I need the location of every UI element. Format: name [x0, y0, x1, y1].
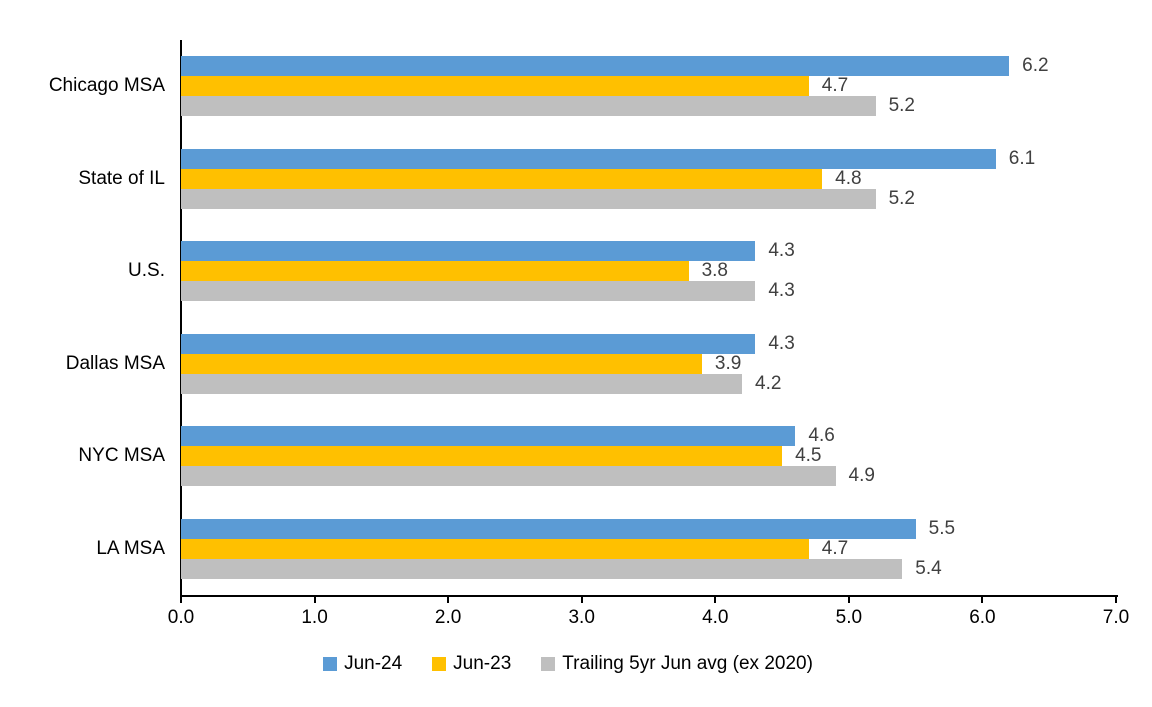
legend-swatch: [323, 657, 338, 671]
bar: [181, 538, 809, 559]
bar-value-label: 5.5: [928, 517, 956, 539]
x-axis-tick-label: 1.0: [301, 607, 328, 628]
bar: [181, 76, 809, 97]
legend-label: Jun-24: [344, 653, 403, 674]
bar-value-label: 4.7: [821, 537, 849, 559]
bar: [181, 446, 783, 467]
bar-value-label: 6.2: [1022, 55, 1049, 77]
x-axis-tick: [313, 597, 316, 603]
y-axis-line: [180, 40, 182, 602]
bar: [181, 148, 996, 169]
bar-value-label: 5.2: [888, 187, 915, 209]
bar-value-label: 4.9: [848, 465, 875, 487]
x-axis-tick-label: 0.0: [167, 607, 195, 628]
bar-value-label: 3.8: [701, 260, 728, 282]
bar-value-label: 4.3: [768, 332, 795, 354]
x-axis-tick-label: 6.0: [969, 607, 996, 628]
x-axis-tick: [447, 597, 450, 603]
bar: [181, 168, 823, 189]
bar-value-label: 3.9: [714, 352, 742, 374]
bar-value-label: 5.2: [888, 95, 915, 117]
category-label: U.S.: [128, 260, 165, 282]
legend-label: Jun-23: [453, 653, 512, 674]
x-axis-tick: [580, 597, 583, 603]
bar: [181, 333, 756, 354]
bar: [181, 373, 742, 394]
bar: [181, 426, 796, 447]
bar: [181, 56, 1010, 77]
x-axis-line: [180, 595, 1118, 597]
bar: [181, 466, 836, 487]
legend-item: Jun-24: [323, 652, 402, 676]
bar: [181, 241, 756, 262]
category-label: Dallas MSA: [65, 352, 165, 374]
bar: [181, 558, 903, 579]
bar: [181, 518, 916, 539]
bar-value-label: 4.8: [835, 167, 862, 189]
legend-label: Trailing 5yr Jun avg (ex 2020): [562, 653, 813, 674]
bar: [181, 261, 689, 282]
legend: Jun-24 Jun-23 Trailing 5yr Jun avg (ex 202…: [0, 652, 1136, 676]
legend-swatch: [541, 657, 556, 671]
bar-value-label: 4.3: [768, 280, 795, 302]
x-axis-tick: [714, 597, 717, 603]
x-axis-tick: [1115, 597, 1117, 603]
category-label: State of IL: [78, 167, 165, 189]
x-axis-tick: [981, 597, 984, 603]
category-label: LA MSA: [96, 537, 165, 559]
bar-value-label: 4.2: [755, 372, 782, 394]
bar: [181, 188, 876, 209]
bar-value-label: 4.6: [808, 425, 835, 447]
bar: [181, 281, 756, 302]
bar: [181, 96, 876, 117]
legend-item: Trailing 5yr Jun avg (ex 2020): [541, 652, 813, 676]
x-axis-tick-label: 4.0: [702, 607, 729, 628]
x-axis-tick: [847, 597, 850, 603]
legend-swatch: [432, 657, 447, 671]
bar-value-label: 4.5: [795, 445, 822, 467]
bar-value-label: 4.3: [768, 240, 795, 262]
x-axis-tick-label: 2.0: [434, 607, 462, 628]
x-axis-tick-label: 3.0: [568, 607, 595, 628]
x-axis-tick-label: 7.0: [1102, 607, 1130, 628]
bar-value-label: 4.7: [821, 75, 849, 97]
bar-value-label: 5.4: [915, 557, 942, 579]
category-label: NYC MSA: [78, 445, 165, 467]
x-axis-tick-label: 5.0: [835, 607, 863, 628]
bar: [181, 353, 702, 374]
bar-value-label: 6.1: [1008, 147, 1036, 169]
legend-item: Jun-23: [432, 652, 511, 676]
category-label: Chicago MSA: [48, 75, 165, 97]
x-axis-tick: [180, 597, 182, 603]
